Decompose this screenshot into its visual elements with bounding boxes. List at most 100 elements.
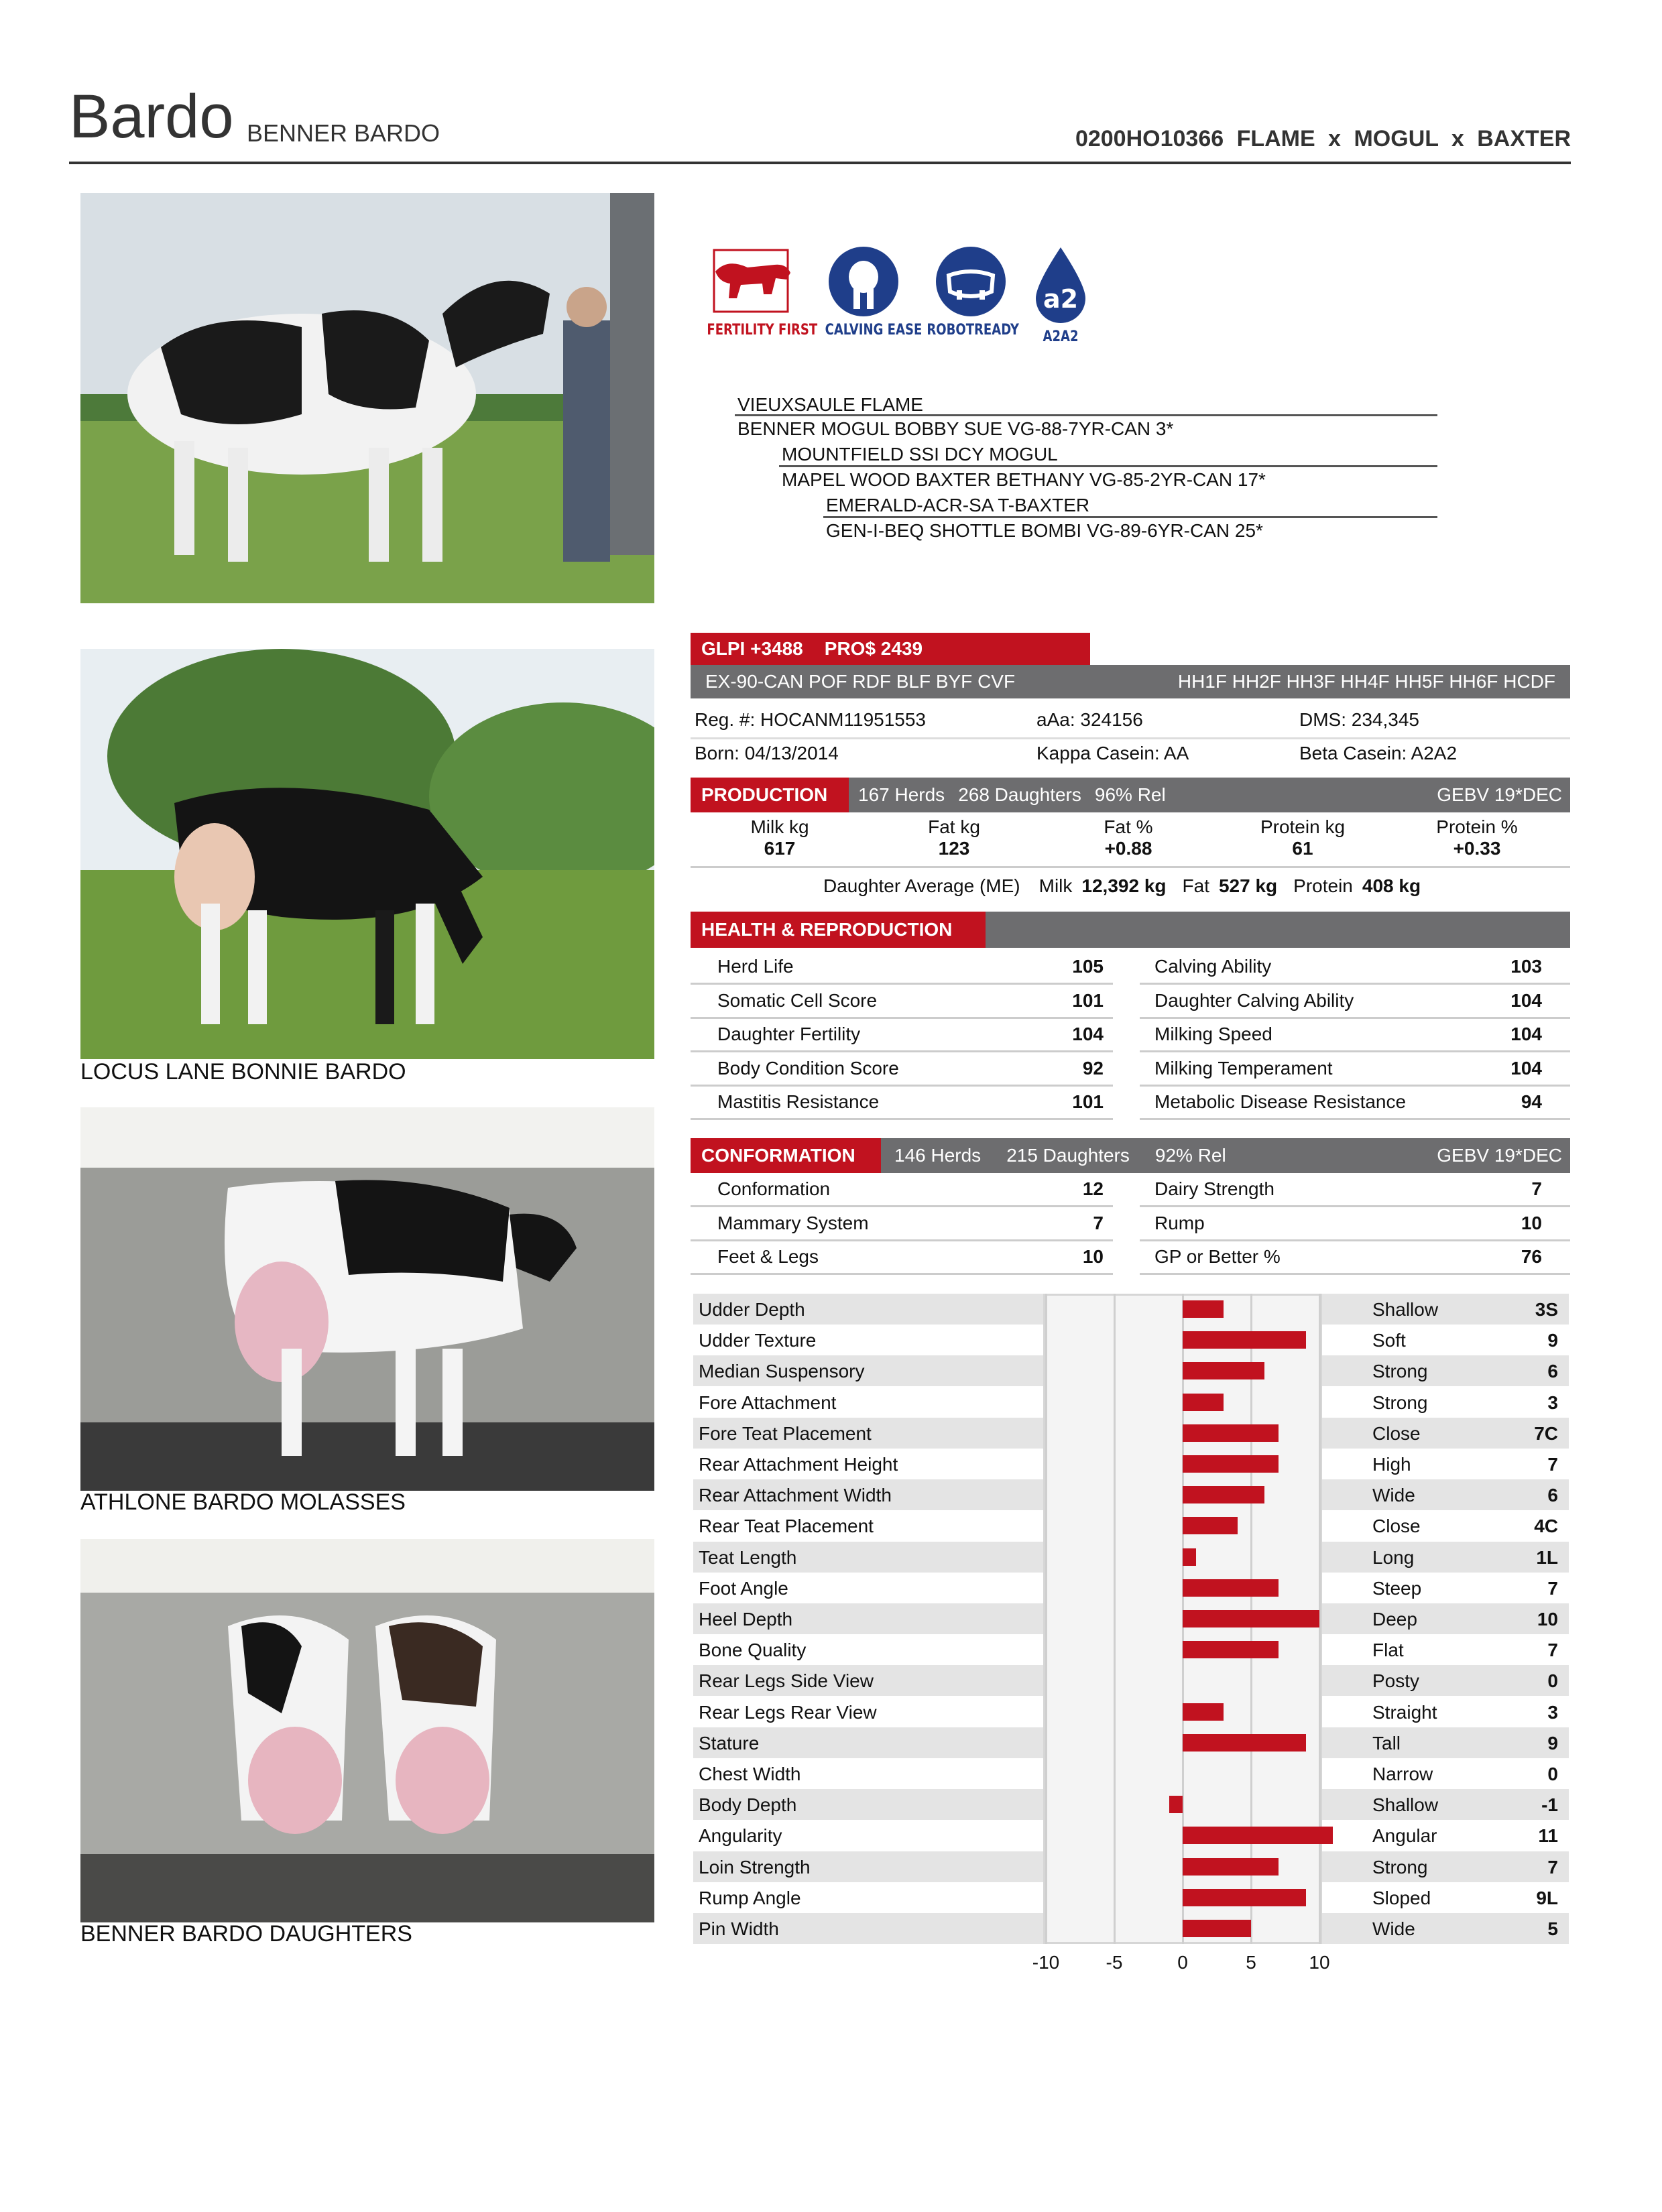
health-trait-label: Mastitis Resistance (717, 1091, 880, 1112)
logo-label: FERTILITY FIRST (707, 322, 818, 339)
conformation-trait-label: GP or Better % (1154, 1246, 1281, 1267)
production-col-value: +0.88 (1104, 838, 1152, 859)
daughter-photo-molasses (80, 1107, 654, 1491)
linear-trait-value: 10 (1537, 1609, 1558, 1630)
linear-chart-tick-label: 0 (1177, 1952, 1188, 1973)
linear-trait-label: Rear Teat Placement (699, 1516, 874, 1537)
dau-fat-label: Fat (1182, 875, 1209, 896)
udder-icon (936, 247, 1006, 316)
production-col-label: Protein % (1436, 816, 1518, 837)
linear-trait-value: 4C (1534, 1516, 1558, 1537)
linear-chart-gridline (1114, 1294, 1116, 1945)
linear-trait-bar (1183, 1827, 1333, 1845)
conformation-title: CONFORMATION (691, 1138, 881, 1173)
linear-trait-descriptor: Soft (1372, 1330, 1406, 1351)
linear-trait-descriptor: Strong (1372, 1392, 1428, 1413)
linear-trait-label: Body Depth (699, 1794, 797, 1816)
linear-trait-bar (1169, 1796, 1183, 1814)
linear-trait-value: 3 (1547, 1392, 1558, 1413)
linear-trait-value: 9L (1536, 1887, 1558, 1908)
linear-trait-bar (1183, 1424, 1279, 1442)
linear-trait-descriptor: Sloped (1372, 1887, 1431, 1908)
classification-bar: EX-90-CAN POF RDF BLF BYF CVF HH1F HH2F … (691, 665, 1570, 698)
linear-trait-descriptor: Shallow (1372, 1299, 1439, 1320)
pedigree-mmgs: EMERALD-ACR-SA T-BAXTER (826, 495, 1090, 515)
linear-trait-bar (1183, 1703, 1224, 1721)
divider (691, 1205, 1113, 1207)
linear-trait-label: Median Suspensory (699, 1361, 865, 1382)
a2-mark: a2 (1043, 284, 1078, 314)
daughter-average: Daughter Average (ME) Milk 12,392 kg Fat… (823, 875, 1421, 897)
linear-trait-descriptor: Deep (1372, 1609, 1417, 1630)
linear-trait-value: 7C (1534, 1422, 1558, 1444)
conformation-gebv: GEBV 19*DEC (1437, 1145, 1562, 1166)
linear-trait-bar (1183, 1331, 1306, 1349)
linear-trait-label: Udder Texture (699, 1330, 817, 1351)
health-trait-value: 105 (1072, 956, 1104, 977)
divider (691, 983, 1113, 985)
linear-trait-value: 3S (1535, 1299, 1558, 1320)
linear-trait-descriptor: Wide (1372, 1485, 1415, 1506)
linear-chart-tick-label: 5 (1246, 1952, 1256, 1973)
health-trait-label: Daughter Calving Ability (1154, 989, 1354, 1011)
linear-trait-descriptor: Straight (1372, 1701, 1437, 1723)
health-trait-label: Somatic Cell Score (717, 989, 878, 1011)
divider (691, 1016, 1113, 1019)
pedigree-rule (779, 465, 1437, 467)
linear-trait-label: Loin Strength (699, 1856, 811, 1878)
production-col-value: 123 (938, 838, 970, 859)
linear-trait-row: Foot Angle Steep 7 (693, 1573, 1569, 1603)
linear-trait-bar (1183, 1362, 1265, 1380)
linear-trait-row: Udder Texture Soft 9 (693, 1325, 1569, 1355)
linear-trait-bar (1183, 1920, 1251, 1937)
conformation-trait-label: Dairy Strength (1154, 1178, 1274, 1199)
pedigree-mgd: MAPEL WOOD BAXTER BETHANY VG-85-2YR-CAN … (782, 469, 1266, 490)
linear-trait-value: 9 (1547, 1330, 1558, 1351)
health-trait-value: 101 (1072, 1091, 1104, 1112)
conformation-trait-value: 7 (1093, 1212, 1104, 1233)
linear-trait-bar (1183, 1300, 1224, 1318)
production-col-value: +0.33 (1453, 838, 1501, 859)
conformation-bar: CONFORMATION 146 Herds 215 Daughters 92%… (691, 1138, 1570, 1173)
pedigree-rule (735, 414, 1437, 416)
divider (691, 1118, 1113, 1120)
dau-avg-label: Daughter Average (ME) (823, 875, 1020, 896)
caption-bonnie: LOCUS LANE BONNIE BARDO (80, 1059, 406, 1085)
sire-code: 0200HO10366 (1075, 126, 1224, 151)
logo-label: ROBOTREADY (927, 322, 1019, 339)
divider (1140, 1239, 1570, 1241)
linear-trait-value: 7 (1547, 1577, 1558, 1599)
health-trait-label: Body Condition Score (717, 1057, 899, 1079)
linear-trait-value: 3 (1547, 1701, 1558, 1723)
health-trait-label: Calving Ability (1154, 956, 1272, 977)
divider (1140, 1273, 1570, 1275)
divider (691, 737, 1570, 739)
sire-code-and-pedigree: 0200HO10366 FLAME x MOGUL x BAXTER (1075, 126, 1571, 152)
divider (1140, 1016, 1570, 1019)
conformation-trait-value: 12 (1082, 1178, 1104, 1199)
production-col-value: 61 (1292, 838, 1313, 859)
caption-daughters: BENNER BARDO DAUGHTERS (80, 1921, 412, 1947)
linear-trait-row: Rear Teat Placement Close 4C (693, 1510, 1569, 1541)
divider (1140, 1050, 1570, 1052)
health-trait-value: 103 (1510, 956, 1542, 977)
linear-trait-label: Rear Legs Side View (699, 1670, 874, 1692)
pedigree-mgs: MOUNTFIELD SSI DCY MOGUL (782, 444, 1058, 465)
linear-trait-value: 11 (1538, 1825, 1558, 1847)
linear-trait-value: 9 (1547, 1732, 1558, 1754)
conformation-trait-value: 10 (1521, 1212, 1542, 1233)
pedigree-dam: BENNER MOGUL BOBBY SUE VG-88-7YR-CAN 3* (737, 418, 1174, 439)
linear-chart-tick-label: 10 (1309, 1952, 1330, 1973)
divider (691, 866, 1570, 868)
daughters-photo (80, 1539, 654, 1922)
conformation-trait-value: 10 (1082, 1246, 1104, 1267)
health-trait-value: 101 (1072, 989, 1104, 1011)
health-title: HEALTH & REPRODUCTION (691, 912, 986, 948)
haplotypes: HH1F HH2F HH3F HH4F HH5F HH6F HCDF (1177, 671, 1555, 692)
health-bar: HEALTH & REPRODUCTION (691, 912, 1570, 948)
linear-trait-label: Foot Angle (699, 1577, 788, 1599)
classification-left: EX-90-CAN POF RDF BLF BYF CVF (705, 671, 1016, 692)
calving-ease-logo: CALVING EASE (817, 245, 922, 339)
production-col-label: Milk kg (750, 816, 809, 837)
linear-trait-label: Heel Depth (699, 1609, 793, 1630)
